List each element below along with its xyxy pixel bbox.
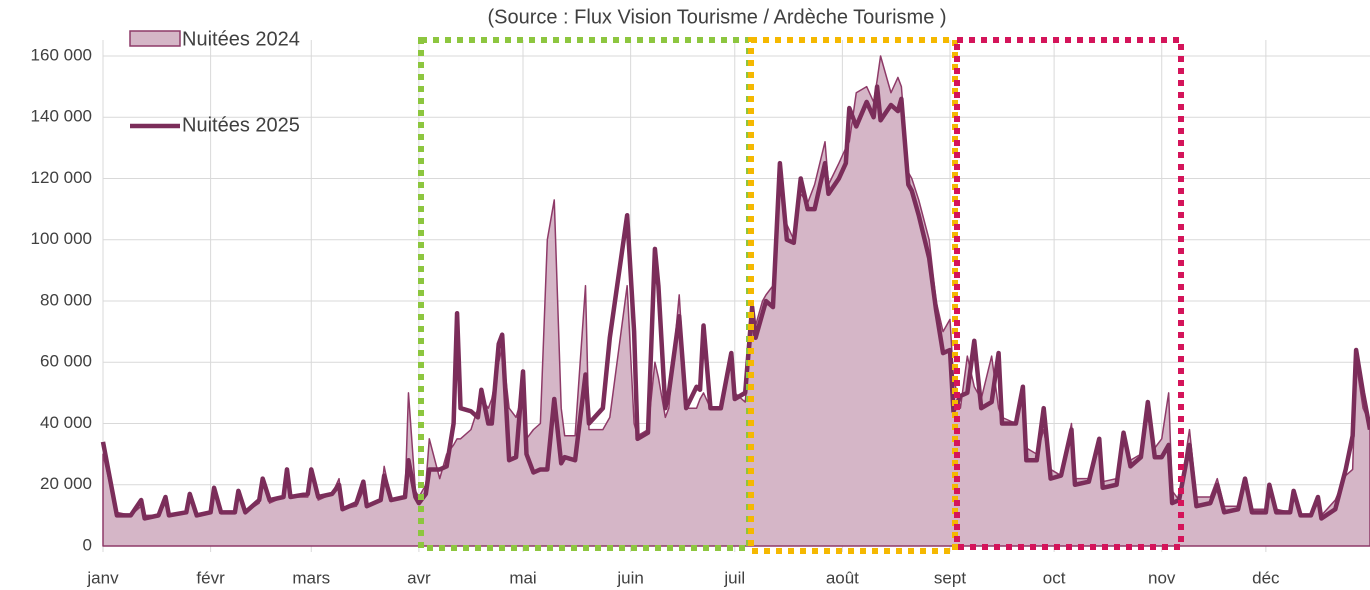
x-tick-label: juil — [723, 568, 745, 587]
legend-label: Nuitées 2024 — [182, 28, 300, 50]
y-tick-label: 120 000 — [31, 168, 92, 187]
y-tick-label: 40 000 — [40, 413, 92, 432]
period-frames — [418, 37, 1184, 554]
x-tick-label: avr — [407, 568, 431, 587]
line-2025 — [100, 84, 1370, 521]
legend-swatch — [129, 30, 181, 47]
y-tick-label: 0 — [83, 535, 92, 554]
y-tick-label: 160 000 — [31, 45, 92, 64]
legend-label: Nuitées 2025 — [182, 114, 300, 136]
x-tick-label: nov — [1148, 568, 1176, 587]
summer-frame — [748, 37, 958, 554]
y-tick-label: 80 000 — [40, 290, 92, 309]
x-tick-label: oct — [1043, 568, 1066, 587]
x-tick-label: mars — [292, 568, 330, 587]
x-tick-label: mai — [509, 568, 536, 587]
x-tick-label: sept — [934, 568, 966, 587]
x-tick-label: juin — [616, 568, 643, 587]
x-tick-label: août — [826, 568, 859, 587]
legend: Nuitées 2024 Nuitées 2025 — [129, 28, 300, 136]
x-tick-label: janv — [86, 568, 119, 587]
x-tick-label: déc — [1252, 568, 1280, 587]
y-tick-label: 140 000 — [31, 107, 92, 126]
x-tick-label: févr — [196, 568, 225, 587]
grid: 0 20 000 40 000 60 000 80 000 100 000 120 000 1… — [31, 40, 1370, 587]
chart-title: (Source : Flux Vision Tourisme / Ardèche… — [487, 6, 946, 28]
autumn-frame — [954, 37, 1184, 550]
plot — [100, 55, 1370, 547]
y-tick-label: 60 000 — [40, 352, 92, 371]
y-tick-label: 20 000 — [40, 474, 92, 493]
y-tick-label: 100 000 — [31, 229, 92, 248]
